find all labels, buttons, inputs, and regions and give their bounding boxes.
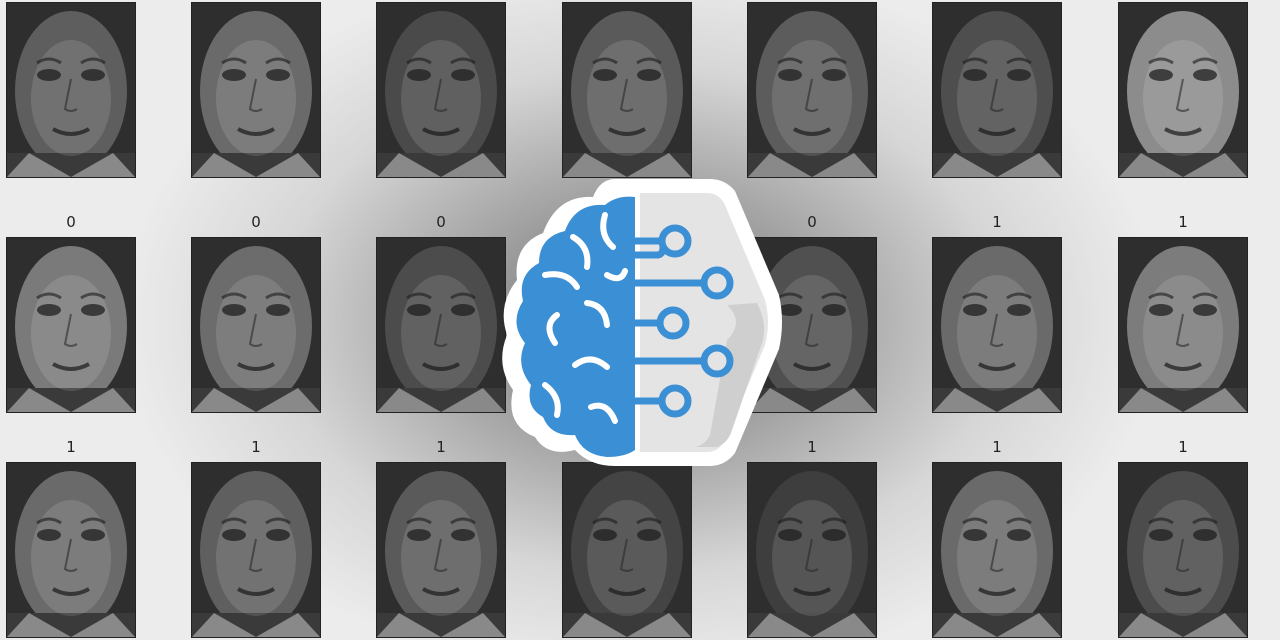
class-label: 0	[251, 213, 261, 231]
face-image	[747, 2, 877, 178]
class-label: 1	[807, 438, 817, 456]
face-image	[376, 462, 506, 638]
face-image	[6, 237, 136, 413]
face-image	[1118, 237, 1248, 413]
class-label: 0	[66, 213, 76, 231]
face-image	[932, 462, 1062, 638]
face-image	[191, 2, 321, 178]
face-image	[376, 237, 506, 413]
class-label: 0	[807, 213, 817, 231]
class-label: 1	[992, 213, 1002, 231]
face-image	[191, 237, 321, 413]
face-image	[1118, 2, 1248, 178]
class-label: 1	[251, 438, 261, 456]
face-image	[1118, 462, 1248, 638]
class-label: 1	[1178, 438, 1188, 456]
face-image	[932, 237, 1062, 413]
face-image	[6, 2, 136, 178]
class-label: 1	[992, 438, 1002, 456]
face-image	[562, 2, 692, 178]
face-image	[562, 462, 692, 638]
class-label: 1	[66, 438, 76, 456]
class-label: 1	[1178, 213, 1188, 231]
face-image	[747, 237, 877, 413]
brain-circuit-logo-icon	[502, 179, 782, 466]
face-image	[376, 2, 506, 178]
class-label: 1	[436, 438, 446, 456]
face-image	[747, 462, 877, 638]
face-image	[6, 462, 136, 638]
face-image	[191, 462, 321, 638]
face-image	[932, 2, 1062, 178]
class-label: 0	[436, 213, 446, 231]
logo-brain	[516, 196, 635, 457]
